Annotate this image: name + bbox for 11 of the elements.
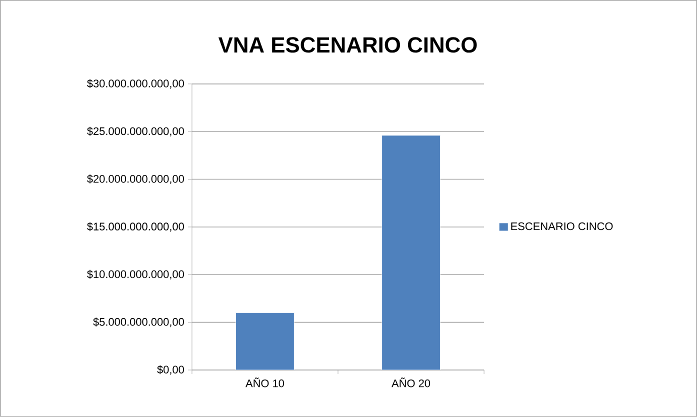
- y-tick-label: $0,00: [157, 365, 184, 375]
- y-tick-label: $25.000.000.000,00: [87, 126, 184, 136]
- y-tick-label: $15.000.000.000,00: [87, 222, 184, 232]
- y-tick-label: $20.000.000.000,00: [87, 174, 184, 184]
- legend-label: ESCENARIO CINCO: [511, 222, 613, 230]
- chart-title: VNA ESCENARIO CINCO: [218, 37, 477, 53]
- y-tick-label: $5.000.000.000,00: [93, 318, 184, 328]
- y-tick-label: $30.000.000.000,00: [87, 79, 184, 89]
- x-tick-label: AÑO 10: [246, 378, 284, 388]
- x-tick-label: AÑO 20: [392, 378, 430, 388]
- y-tick-label: $10.000.000.000,00: [87, 270, 184, 280]
